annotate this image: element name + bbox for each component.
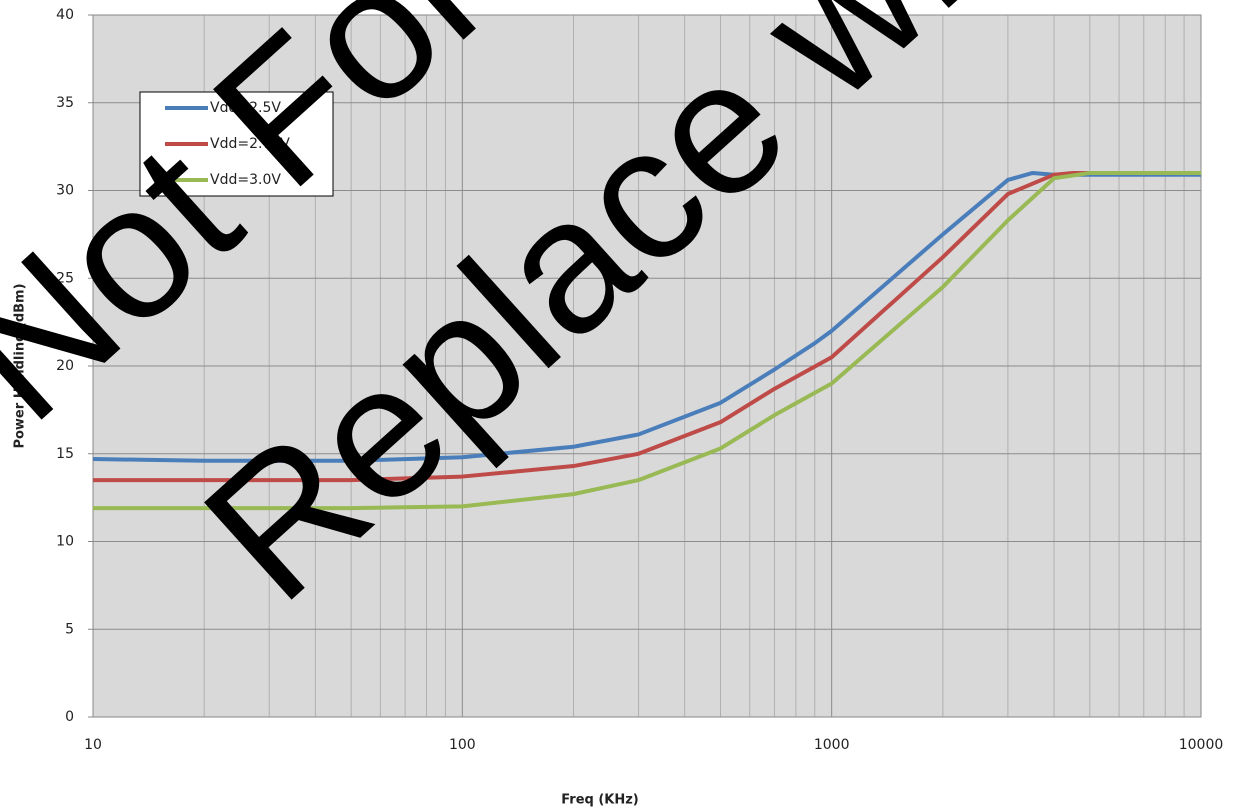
series-line <box>93 170 1201 511</box>
y-tick-label: 15 <box>56 446 74 462</box>
x-tick-label: 10 <box>84 737 102 753</box>
y-tick-label: 30 <box>56 183 74 199</box>
legend: Vdd=2.5V Vdd=2.75V Vdd=3.0V <box>139 91 334 197</box>
x-tick-label: 10000 <box>1179 737 1224 753</box>
series-line <box>93 170 1201 483</box>
y-axis-title: Power Handling (dBm) <box>13 283 28 448</box>
y-tick-label: 40 <box>56 7 74 23</box>
y-tick-label: 20 <box>56 358 74 374</box>
x-tick-label: 1000 <box>814 737 850 753</box>
y-tick-label: 5 <box>65 621 74 637</box>
legend-label: Vdd=2.75V <box>210 136 290 152</box>
x-axis-title: Freq (KHz) <box>561 793 639 808</box>
legend-label: Vdd=2.5V <box>210 100 281 116</box>
y-tick-label: 0 <box>65 709 74 725</box>
plot-border <box>92 14 1202 718</box>
x-tick-label: 100 <box>449 737 476 753</box>
y-tick-label: 25 <box>56 270 74 286</box>
y-tick-label: 35 <box>56 95 74 111</box>
y-tick-label: 10 <box>56 534 74 550</box>
legend-label: Vdd=3.0V <box>210 172 281 188</box>
series-line <box>92 170 1201 463</box>
